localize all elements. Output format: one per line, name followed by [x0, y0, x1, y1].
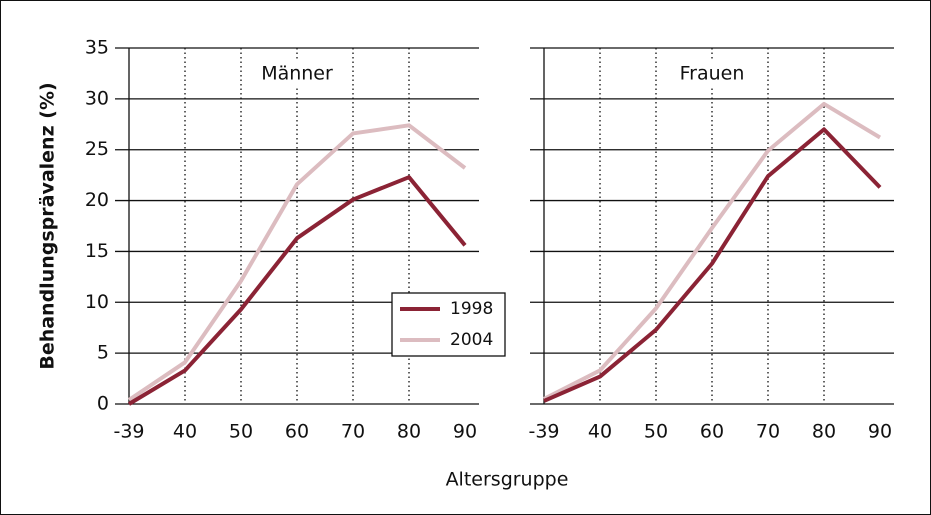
- y-tick-label: 5: [97, 342, 109, 364]
- x-tick-label: 90: [868, 421, 892, 443]
- x-tick-label: 40: [588, 421, 612, 443]
- x-tick-label: 70: [341, 421, 365, 443]
- x-tick-label: 60: [700, 421, 724, 443]
- y-tick-label: 30: [85, 87, 109, 109]
- x-tick-label: 40: [173, 421, 197, 443]
- y-tick-label: 20: [85, 189, 109, 211]
- x-tick-label: 50: [229, 421, 253, 443]
- y-axis-label: Behandlungsprävalenz (%): [37, 82, 59, 369]
- y-tick-label: 0: [97, 393, 109, 415]
- x-tick-label: 50: [644, 421, 668, 443]
- series-line: [543, 127, 882, 403]
- panel-title: Männer: [261, 63, 333, 85]
- legend-label: 1998: [450, 299, 493, 319]
- y-tick-label: 15: [85, 240, 109, 262]
- title-bg: [247, 60, 347, 88]
- x-tick-label: 70: [756, 421, 780, 443]
- series-line: [127, 175, 467, 406]
- title-bg: [662, 60, 762, 88]
- x-axis-label: Altersgruppe: [446, 469, 569, 491]
- x-tick-label: 80: [812, 421, 836, 443]
- panel-title: Frauen: [680, 63, 745, 85]
- x-tick-label: 60: [285, 421, 309, 443]
- legend-box: [391, 292, 506, 357]
- y-tick-label: 25: [85, 138, 109, 160]
- legend-label: 2004: [450, 330, 493, 350]
- y-tick-label: 35: [85, 37, 109, 59]
- series-line: [127, 123, 467, 402]
- x-tick-label: 90: [453, 421, 477, 443]
- x-tick-label: -39: [113, 421, 144, 443]
- series-line: [543, 101, 882, 401]
- x-tick-label: 80: [397, 421, 421, 443]
- y-tick-label: 10: [85, 291, 109, 313]
- x-tick-label: -39: [528, 421, 559, 443]
